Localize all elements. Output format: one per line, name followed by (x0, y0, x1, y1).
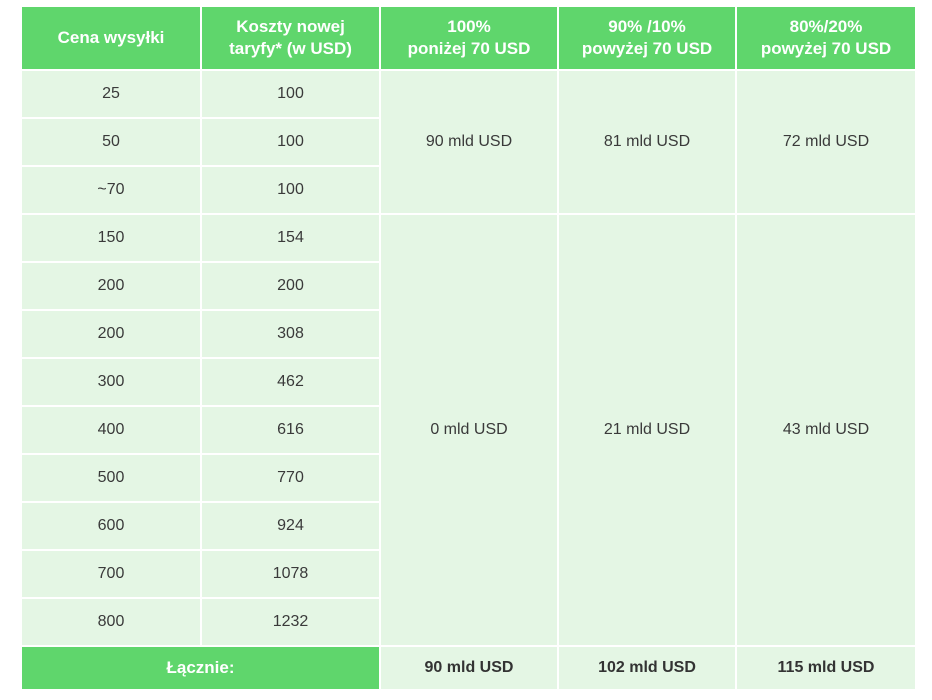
total-label: Łącznie: (22, 647, 381, 689)
cost-cell: 154 (202, 215, 381, 263)
price-cell: ~70 (22, 167, 202, 215)
cost-cell: 924 (202, 503, 381, 551)
header-scenario-3: 80%/20% powyżej 70 USD (737, 7, 915, 71)
header-cost-line1: Koszty nowej (236, 17, 345, 36)
price-cell: 500 (22, 455, 202, 503)
price-cell: 200 (22, 311, 202, 359)
header-scenario-2-line2: powyżej 70 USD (581, 39, 713, 58)
header-price-label: Cena wysyłki (57, 28, 165, 47)
cost-cell: 1232 (202, 599, 381, 647)
above-70-scenario-2: 21 mld USD (559, 215, 737, 647)
cost-cell: 1078 (202, 551, 381, 599)
table-row: 50 100 (22, 119, 915, 167)
table-row: 400 616 (22, 407, 915, 455)
table-row: 300 462 (22, 359, 915, 407)
table-row: 800 1232 (22, 599, 915, 647)
total-scenario-3: 115 mld USD (737, 647, 915, 689)
price-cell: 25 (22, 71, 202, 119)
total-scenario-2: 102 mld USD (559, 647, 737, 689)
below-70-scenario-3: 72 mld USD (737, 71, 915, 215)
cost-cell: 100 (202, 119, 381, 167)
price-cell: 700 (22, 551, 202, 599)
header-scenario-1-line2: poniżej 70 USD (407, 39, 531, 58)
price-cell: 400 (22, 407, 202, 455)
price-cell: 300 (22, 359, 202, 407)
header-scenario-1: 100% poniżej 70 USD (381, 7, 559, 71)
cost-cell: 308 (202, 311, 381, 359)
header-scenario-2: 90% /10% powyżej 70 USD (559, 7, 737, 71)
cost-cell: 616 (202, 407, 381, 455)
price-cell: 150 (22, 215, 202, 263)
header-scenario-1-line1: 100% (447, 17, 491, 36)
price-cell: 200 (22, 263, 202, 311)
table-row: 150 154 0 mld USD 21 mld USD 43 mld USD (22, 215, 915, 647)
price-cell: 50 (22, 119, 202, 167)
header-cost: Koszty nowej taryfy* (w USD) (202, 7, 381, 71)
header-cost-line2: taryfy* (w USD) (229, 39, 352, 58)
header-scenario-2-line1: 90% /10% (608, 17, 686, 36)
total-row: Łącznie: 90 mld USD 102 mld USD 115 mld … (22, 647, 915, 689)
table-row: 25 100 90 mld USD 81 mld USD 72 mld USD (22, 71, 915, 215)
price-cell: 600 (22, 503, 202, 551)
cost-cell: 100 (202, 167, 381, 215)
total-scenario-1: 90 mld USD (381, 647, 559, 689)
below-70-scenario-1: 90 mld USD (381, 71, 559, 215)
price-cell: 800 (22, 599, 202, 647)
header-price: Cena wysyłki (22, 7, 202, 71)
below-70-scenario-2: 81 mld USD (559, 71, 737, 215)
table-row: 700 1078 (22, 551, 915, 599)
cost-cell: 770 (202, 455, 381, 503)
above-70-scenario-1: 0 mld USD (381, 215, 559, 647)
table-row: 600 924 (22, 503, 915, 551)
header-scenario-3-line1: 80%/20% (789, 17, 863, 36)
cost-cell: 100 (202, 71, 381, 119)
table-row: ~70 100 (22, 167, 915, 215)
cost-cell: 462 (202, 359, 381, 407)
tariff-table: Cena wysyłki Koszty nowej taryfy* (w USD… (22, 7, 915, 689)
cost-cell: 200 (202, 263, 381, 311)
header-scenario-3-line2: powyżej 70 USD (760, 39, 892, 58)
table-row: 200 200 (22, 263, 915, 311)
header-row: Cena wysyłki Koszty nowej taryfy* (w USD… (22, 7, 915, 71)
table-row: 500 770 (22, 455, 915, 503)
above-70-scenario-3: 43 mld USD (737, 215, 915, 647)
table-row: 200 308 (22, 311, 915, 359)
